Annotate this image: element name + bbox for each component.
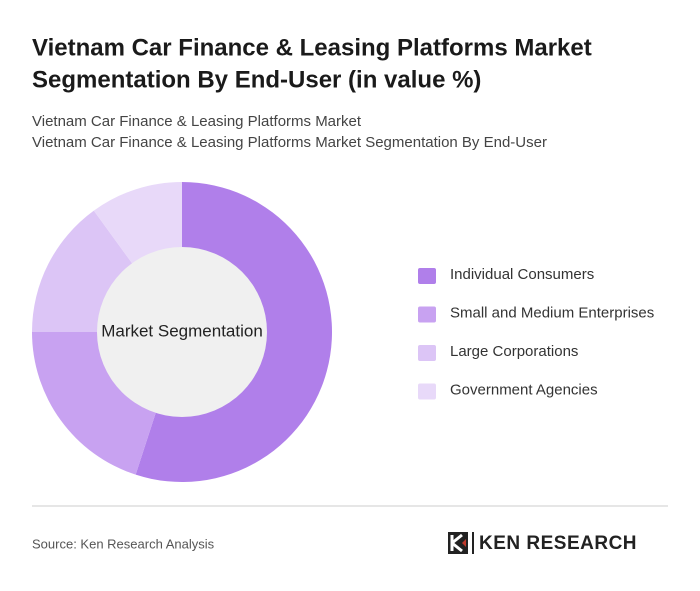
center-label: Market Segmentation (101, 321, 263, 340)
donut-hole (97, 247, 267, 417)
legend-swatch (418, 383, 436, 400)
legend: Individual Consumers Small and Medium Ent… (418, 266, 654, 400)
logo-icon (450, 533, 463, 553)
legend-label: Government Agencies (450, 381, 598, 398)
logo-icon (462, 539, 466, 547)
chart-title: Segmentation By End-User (in value %) (32, 66, 481, 93)
legend-label: Small and Medium Enterprises (450, 304, 654, 321)
logo: KEN RESEARCH (448, 532, 637, 554)
legend-swatch (418, 345, 436, 361)
source: Source: Ken Research Analysis (32, 536, 215, 551)
subtitle: Vietnam Car Finance & Leasing Platforms … (32, 113, 362, 130)
legend-swatch (418, 268, 436, 284)
legend-label: Individual Consumers (450, 266, 594, 283)
legend-swatch (418, 306, 436, 323)
subtitle: Vietnam Car Finance & Leasing Platforms … (32, 134, 547, 151)
legend-label: Large Corporations (450, 343, 578, 360)
chart-title: Vietnam Car Finance & Leasing Platforms … (32, 34, 592, 61)
brand: KEN RESEARCH (479, 533, 637, 554)
